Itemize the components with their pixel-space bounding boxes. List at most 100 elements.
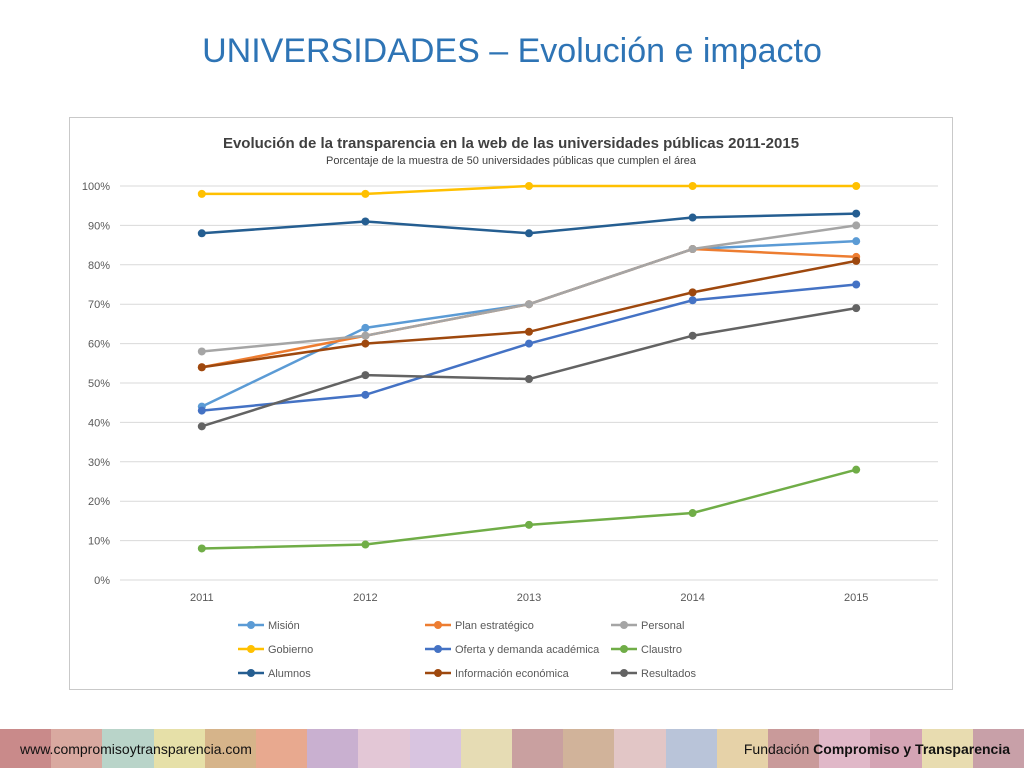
x-tick-label: 2011: [190, 592, 214, 604]
series-alumnos: [197, 209, 861, 238]
footer-band-block: [51, 729, 103, 768]
x-tick-label: 2014: [680, 592, 704, 604]
y-tick-label: 0%: [94, 575, 110, 587]
legend-label: Personal: [641, 620, 684, 632]
legend-swatch-marker: [434, 645, 442, 653]
x-tick-label: 2012: [353, 592, 377, 604]
data-point: [852, 280, 861, 289]
data-point: [197, 363, 206, 372]
data-point: [525, 300, 533, 309]
y-axis-ticks: 0% 10% 20% 30% 40% 50% 60% 70% 80% 90% 100%: [82, 181, 110, 587]
series-line: [201, 468, 857, 550]
legend-label: Oferta y demanda académica: [455, 644, 600, 656]
footer-band-block: [716, 729, 769, 768]
data-point: [688, 331, 697, 340]
data-point: [525, 327, 533, 336]
legend-label: Resultados: [641, 668, 697, 680]
footer-band-block: [921, 729, 973, 768]
legend-label: Claustro: [641, 644, 682, 656]
footer-band-block: [614, 729, 666, 768]
legend-swatch-marker: [247, 645, 255, 653]
footer-band-block: [512, 729, 564, 768]
legend-item: Claustro: [611, 644, 682, 656]
data-point: [688, 509, 697, 518]
data-point: [361, 371, 370, 380]
data-point: [852, 237, 861, 246]
data-point: [361, 331, 370, 340]
data-point: [197, 544, 206, 553]
legend-label: Alumnos: [268, 668, 311, 680]
line-chart: Evolución de la transparencia en la web …: [82, 135, 938, 680]
legend-item: Alumnos: [238, 668, 311, 680]
x-tick-label: 2013: [517, 592, 541, 604]
footer-band-block: [204, 729, 257, 768]
legend-swatch-marker: [620, 669, 628, 677]
y-tick-label: 60%: [88, 339, 110, 351]
series-line: [201, 259, 857, 369]
footer-band-block: [870, 729, 922, 768]
footer-org-prefix: Fundación: [743, 741, 810, 757]
footer-band-block: [256, 729, 308, 768]
y-tick-label: 20%: [88, 496, 110, 508]
y-tick-label: 80%: [88, 260, 110, 272]
series-oferta-y-demanda-acad-mica: [197, 280, 861, 415]
footer-band-block: [153, 729, 205, 768]
legend-swatch-marker: [434, 669, 442, 677]
legend-item: Misión: [238, 620, 300, 632]
series-resultados: [197, 304, 861, 431]
slide-title: UNIVERSIDADES – Evolución e impacto: [202, 32, 822, 70]
data-point: [688, 288, 697, 297]
legend-item: Resultados: [611, 668, 697, 680]
data-point: [852, 209, 861, 218]
data-point: [852, 221, 861, 230]
footer-band-block: [0, 729, 52, 768]
footer-band-block: [665, 729, 717, 768]
footer-band-block: [102, 729, 154, 768]
data-point: [852, 256, 861, 265]
data-point: [525, 375, 533, 384]
footer-color-band: [0, 729, 1024, 768]
legend-item: Oferta y demanda académica: [425, 644, 600, 656]
data-point: [197, 189, 206, 198]
footer-band-block: [409, 729, 461, 768]
y-tick-label: 50%: [88, 378, 110, 390]
data-point: [197, 422, 206, 431]
legend-swatch-marker: [247, 669, 255, 677]
y-tick-label: 10%: [88, 536, 110, 548]
footer-organization: Fundación Compromiso y Transparencia: [744, 741, 1010, 757]
chart-frame: Evolución de la transparencia en la web …: [69, 117, 953, 690]
legend-label: Plan estratégico: [455, 620, 534, 632]
legend-label: Gobierno: [268, 644, 313, 656]
footer-band-block: [358, 729, 410, 768]
legend-item: Gobierno: [238, 644, 313, 656]
data-point: [361, 217, 370, 226]
y-tick-label: 90%: [88, 220, 110, 232]
data-point: [852, 304, 861, 313]
data-point: [852, 182, 861, 190]
legend-swatch-marker: [620, 621, 628, 629]
legend-item: Personal: [611, 620, 684, 632]
data-point: [525, 339, 533, 348]
footer-band-block: [768, 729, 820, 768]
data-point: [361, 339, 370, 348]
legend-swatch-marker: [434, 621, 442, 629]
legend: Misión Plan estratégico Personal Gobierno Of…: [238, 620, 697, 680]
footer-band-block: [819, 729, 871, 768]
y-tick-label: 100%: [82, 181, 110, 193]
series-informaci-n-econ-mica: [197, 256, 861, 372]
data-point: [197, 347, 206, 356]
data-point: [525, 520, 533, 529]
data-point: [688, 213, 697, 222]
series-claustro: [197, 465, 861, 553]
legend-item: Plan estratégico: [425, 620, 534, 632]
y-tick-label: 70%: [88, 299, 110, 311]
data-point: [525, 229, 533, 238]
legend-label: Información económica: [455, 668, 570, 680]
data-point: [688, 182, 697, 190]
legend-swatch-marker: [247, 621, 255, 629]
data-point: [852, 465, 861, 474]
data-point: [688, 296, 697, 305]
x-axis-ticks: 2011 2012 2013 2014 2015: [190, 592, 868, 604]
y-tick-label: 30%: [88, 457, 110, 469]
footer-website-link[interactable]: www.compromisoytransparencia.com: [20, 741, 252, 757]
